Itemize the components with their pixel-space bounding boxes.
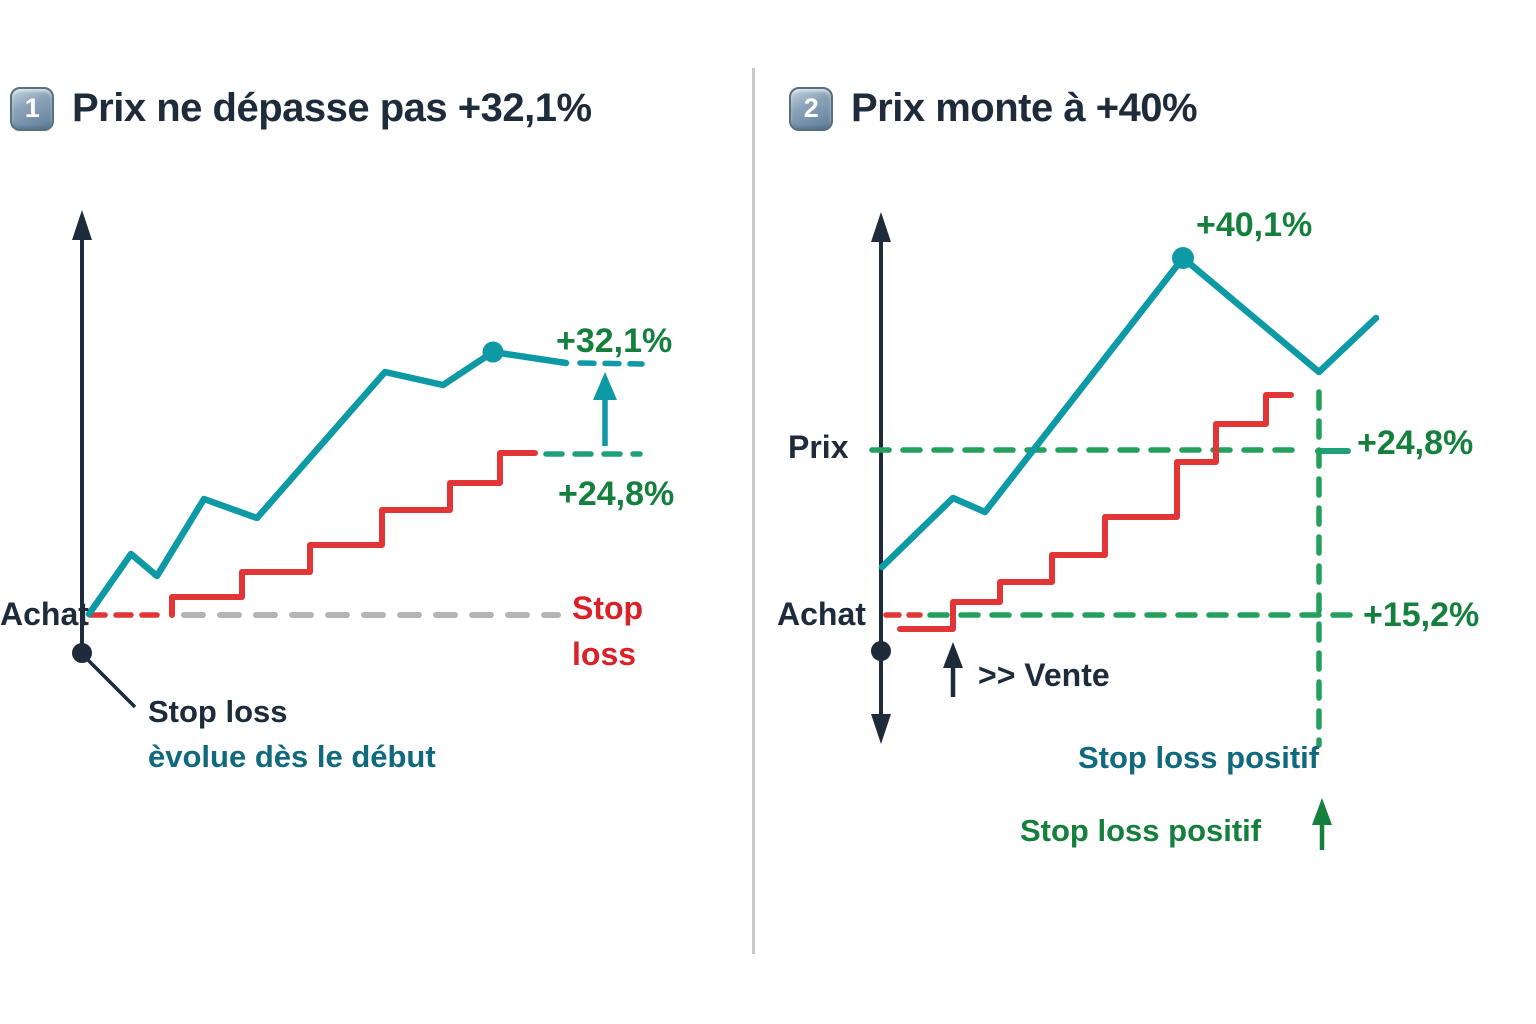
left-callout-line [82,654,137,709]
right-stoploss-positif-green-label: Stop loss positif [1020,813,1262,848]
right-panel-graphics [869,212,1380,850]
left-price-line [85,348,570,618]
left-achat-label: Achat [0,596,89,632]
left-callout-title: Stop loss [148,694,288,729]
right-stoploss-positif-teal-label: Stop loss positif [1078,740,1320,775]
right-prix-label: Prix [788,429,849,465]
right-panel-title: 2 Prix monte à +40% [789,86,1198,131]
left-panel-graphics [72,210,645,709]
left-price-peak-dot [482,341,504,363]
right-achat-label: Achat [777,596,866,632]
right-axis-arrowhead-up-icon [871,212,891,242]
right-positive-arrow-head-icon [1312,798,1332,825]
left-peak-pct-label: +32,1% [556,322,673,360]
left-trail-pct-label: +24,8% [558,475,675,513]
right-vente-arrow-head-icon [943,642,963,668]
left-stoploss-label: Stop loss [572,590,644,673]
right-stoploss-staircase-line [897,392,1294,632]
right-axis-arrowhead-down-icon [871,714,891,744]
left-panel-title: 1 Prix ne dépasse pas +32,1% [10,86,592,131]
left-callout-subtitle: èvolue dès le début [148,739,436,774]
left-gap-arrow-head-icon [593,372,617,400]
keycap-1-icon: 1 [10,86,54,131]
right-title-text: Prix monte à +40% [851,86,1198,130]
right-exit-pct-label: +24,8% [1357,424,1474,462]
right-peak-pct-label: +40,1% [1196,206,1313,244]
left-peak-level-dashes [577,360,645,367]
panel-divider [752,68,755,954]
right-axis-origin-dot [871,641,891,661]
left-stoploss-staircase-line [169,450,538,618]
right-start-pct-label: +15,2% [1363,596,1480,634]
right-price-peak-dot [1172,247,1194,269]
left-title-text: Prix ne dépasse pas +32,1% [72,86,592,130]
right-vente-label: >> Vente [978,657,1110,693]
keycap-2-icon: 2 [789,86,833,131]
right-price-line [878,254,1380,571]
left-axis-arrowhead-up-icon [72,210,92,240]
